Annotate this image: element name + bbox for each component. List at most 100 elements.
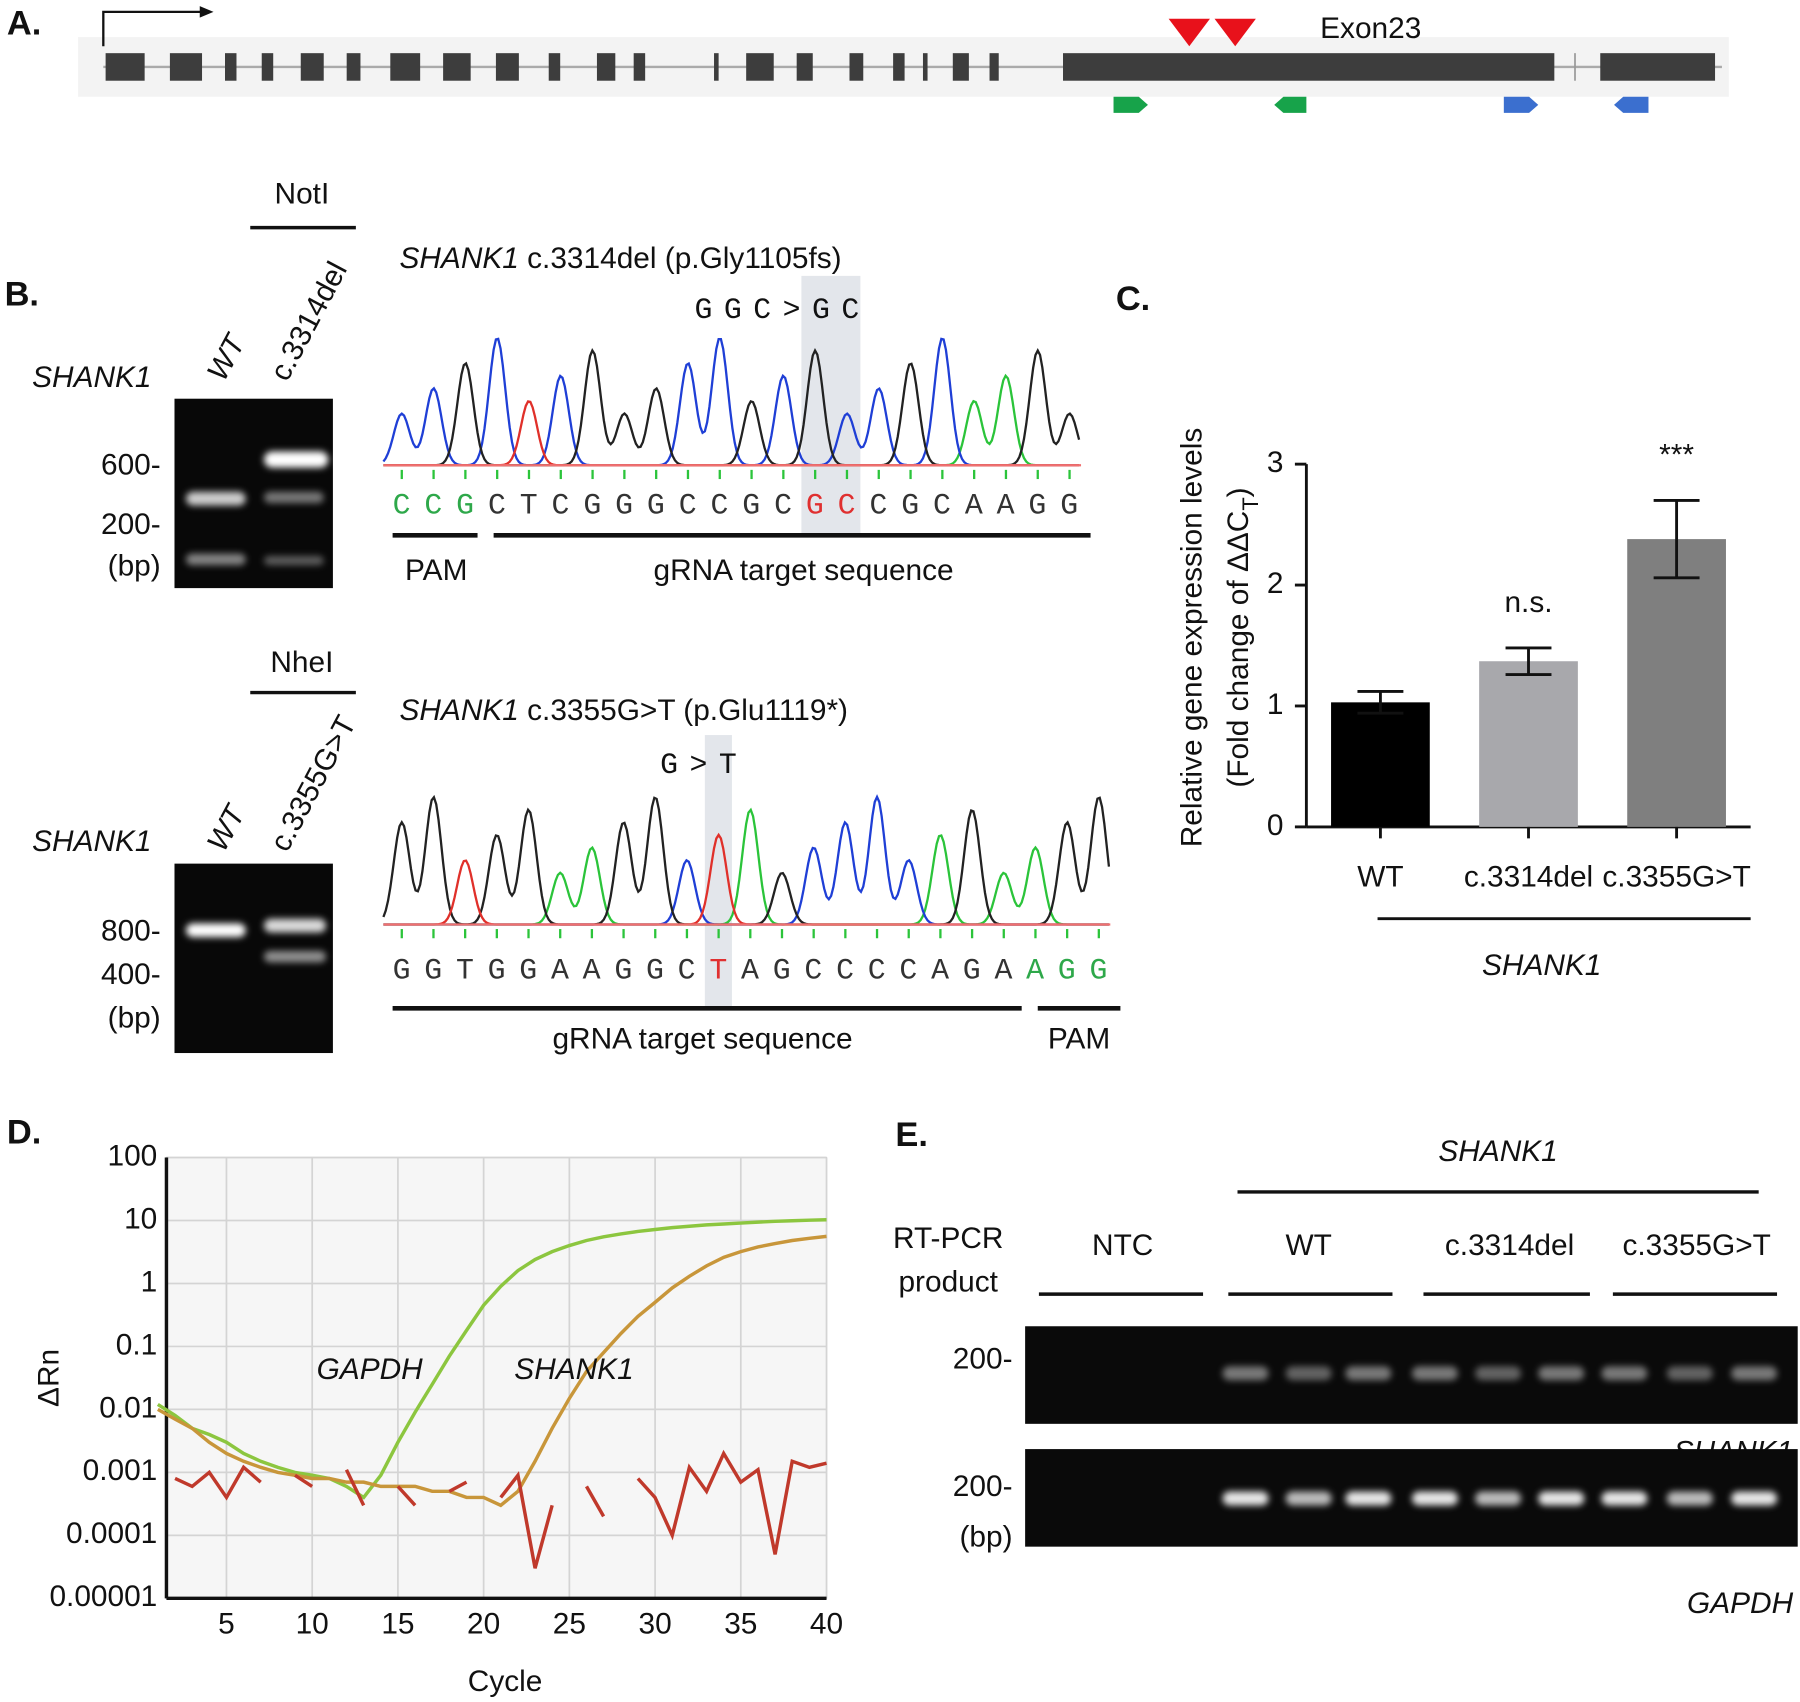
- chromatogram-trace: [382, 794, 1111, 926]
- bar: [1479, 661, 1578, 827]
- gel-band: [264, 555, 324, 566]
- series-line: [174, 1449, 827, 1569]
- exon: [849, 53, 864, 81]
- tss-arrowhead: [199, 6, 214, 18]
- gel-band: [1411, 1491, 1458, 1506]
- mutation-change: G>T: [660, 748, 748, 782]
- exon: [796, 53, 813, 81]
- x-tick-label: 30: [638, 1608, 671, 1641]
- gel-band: [1345, 1366, 1392, 1381]
- exon: [1600, 53, 1716, 81]
- group-label: SHANK1: [1482, 949, 1601, 982]
- gel-band: [1475, 1491, 1522, 1506]
- gel-band: [1345, 1491, 1392, 1506]
- gel-band: [1666, 1491, 1713, 1506]
- panel-label: B.: [5, 276, 39, 314]
- tss-arrow: [102, 10, 205, 47]
- primer: [1113, 96, 1148, 113]
- y-tick-label: 10: [124, 1202, 157, 1235]
- size-marker: (bp): [108, 549, 161, 582]
- y-tick-label: 3: [1267, 446, 1284, 479]
- exon: [443, 53, 471, 81]
- mutation-marker: [1168, 18, 1210, 47]
- sequence-segment: CCG: [393, 488, 488, 522]
- gel-gene: GAPDH: [1687, 1587, 1794, 1620]
- x-tick-label: 10: [296, 1608, 329, 1641]
- gel-band: [1285, 1491, 1332, 1506]
- sequence: GGTGGAAGGCTAGCCCCAGAAGG: [393, 953, 1122, 987]
- gel-band: [1666, 1366, 1713, 1381]
- exon: [633, 53, 646, 81]
- lane-label: c.3314del: [264, 256, 354, 386]
- trace-title: SHANK1 c.3314del (p.Gly1105fs): [399, 242, 841, 275]
- exon: [169, 53, 203, 81]
- mutation-change: GGC>GC: [695, 293, 871, 327]
- target-label: gRNA target sequence: [654, 554, 954, 587]
- gene-label: SHANK1: [32, 825, 151, 858]
- y-axis-title-part: ): [1222, 487, 1255, 497]
- chromatogram-trace: [382, 337, 1080, 467]
- size-marker: 200-: [953, 1343, 1013, 1376]
- variant: c.3314del (p.Gly1105fs): [527, 242, 841, 275]
- sequence-segment: AGCCCCAGA: [741, 953, 1026, 987]
- gel-band: [1222, 1491, 1269, 1506]
- panel-label: D.: [7, 1114, 41, 1152]
- x-tick-label: 25: [553, 1608, 586, 1641]
- y-tick-label: 2: [1267, 567, 1284, 600]
- gel-band: [264, 451, 329, 468]
- y-tick-label: 1: [1267, 688, 1284, 721]
- sequence: CCGCTCGGGCCGCGCCGCAAGG: [393, 488, 1092, 522]
- x-tick-label: 15: [381, 1608, 414, 1641]
- gel-band: [1601, 1491, 1648, 1506]
- gel-band: [1411, 1366, 1458, 1381]
- y-tick-label: 0.00001: [49, 1580, 157, 1613]
- size-marker: 600-: [101, 448, 161, 481]
- exon: [390, 53, 421, 81]
- primer: [1503, 96, 1539, 113]
- exon-label: Exon23: [1320, 12, 1421, 45]
- size-marker: 800-: [101, 914, 161, 947]
- y-tick-label: 0.0001: [66, 1517, 157, 1550]
- gel-band: [1538, 1491, 1585, 1506]
- gel-band: [1601, 1366, 1648, 1381]
- series-line: [156, 1234, 827, 1508]
- lane-label: c.3355G>T: [264, 710, 363, 857]
- sequence-segment: CGCAAGG: [869, 488, 1092, 522]
- primer: [1274, 96, 1307, 113]
- y-tick-label: 0.001: [83, 1454, 158, 1487]
- series-line: [156, 1218, 827, 1500]
- group-label: NTC: [1092, 1229, 1153, 1262]
- exon: [746, 53, 774, 81]
- sequence-segment: T: [709, 953, 741, 987]
- significance: n.s.: [1504, 586, 1552, 619]
- y-axis-title-part: (Fold change of ΔΔC: [1222, 511, 1255, 788]
- variant: c.3355G>T (p.Glu1119*): [527, 694, 848, 727]
- gel-band: [264, 491, 324, 504]
- x-tick-label: 40: [810, 1608, 843, 1641]
- gel-band: [185, 491, 246, 506]
- plot-area: [165, 1156, 828, 1599]
- enzyme-label: NotI: [275, 177, 330, 210]
- enzyme-label: NheI: [270, 646, 333, 679]
- gel-band: [1538, 1366, 1585, 1381]
- panel-label: A.: [7, 5, 41, 43]
- y-axis-title: ΔRn: [32, 1349, 65, 1407]
- bar: [1627, 539, 1726, 827]
- gel-band: [1222, 1366, 1269, 1381]
- exon: [225, 53, 237, 81]
- gel-band: [185, 923, 246, 938]
- lane-label: WT: [201, 799, 253, 857]
- exon: [346, 53, 361, 81]
- target-label: PAM: [1048, 1022, 1110, 1055]
- y-axis-title: Relative gene expression levels: [1176, 428, 1209, 848]
- y-tick-label: 0.1: [116, 1328, 157, 1361]
- exon: [495, 53, 519, 81]
- exon: [989, 53, 999, 81]
- exon: [105, 53, 145, 81]
- exon: [922, 53, 928, 81]
- exon: [548, 53, 561, 81]
- exon: [596, 53, 616, 81]
- group-label: WT: [1285, 1229, 1331, 1262]
- x-tick-label: c.3314del: [1464, 860, 1593, 893]
